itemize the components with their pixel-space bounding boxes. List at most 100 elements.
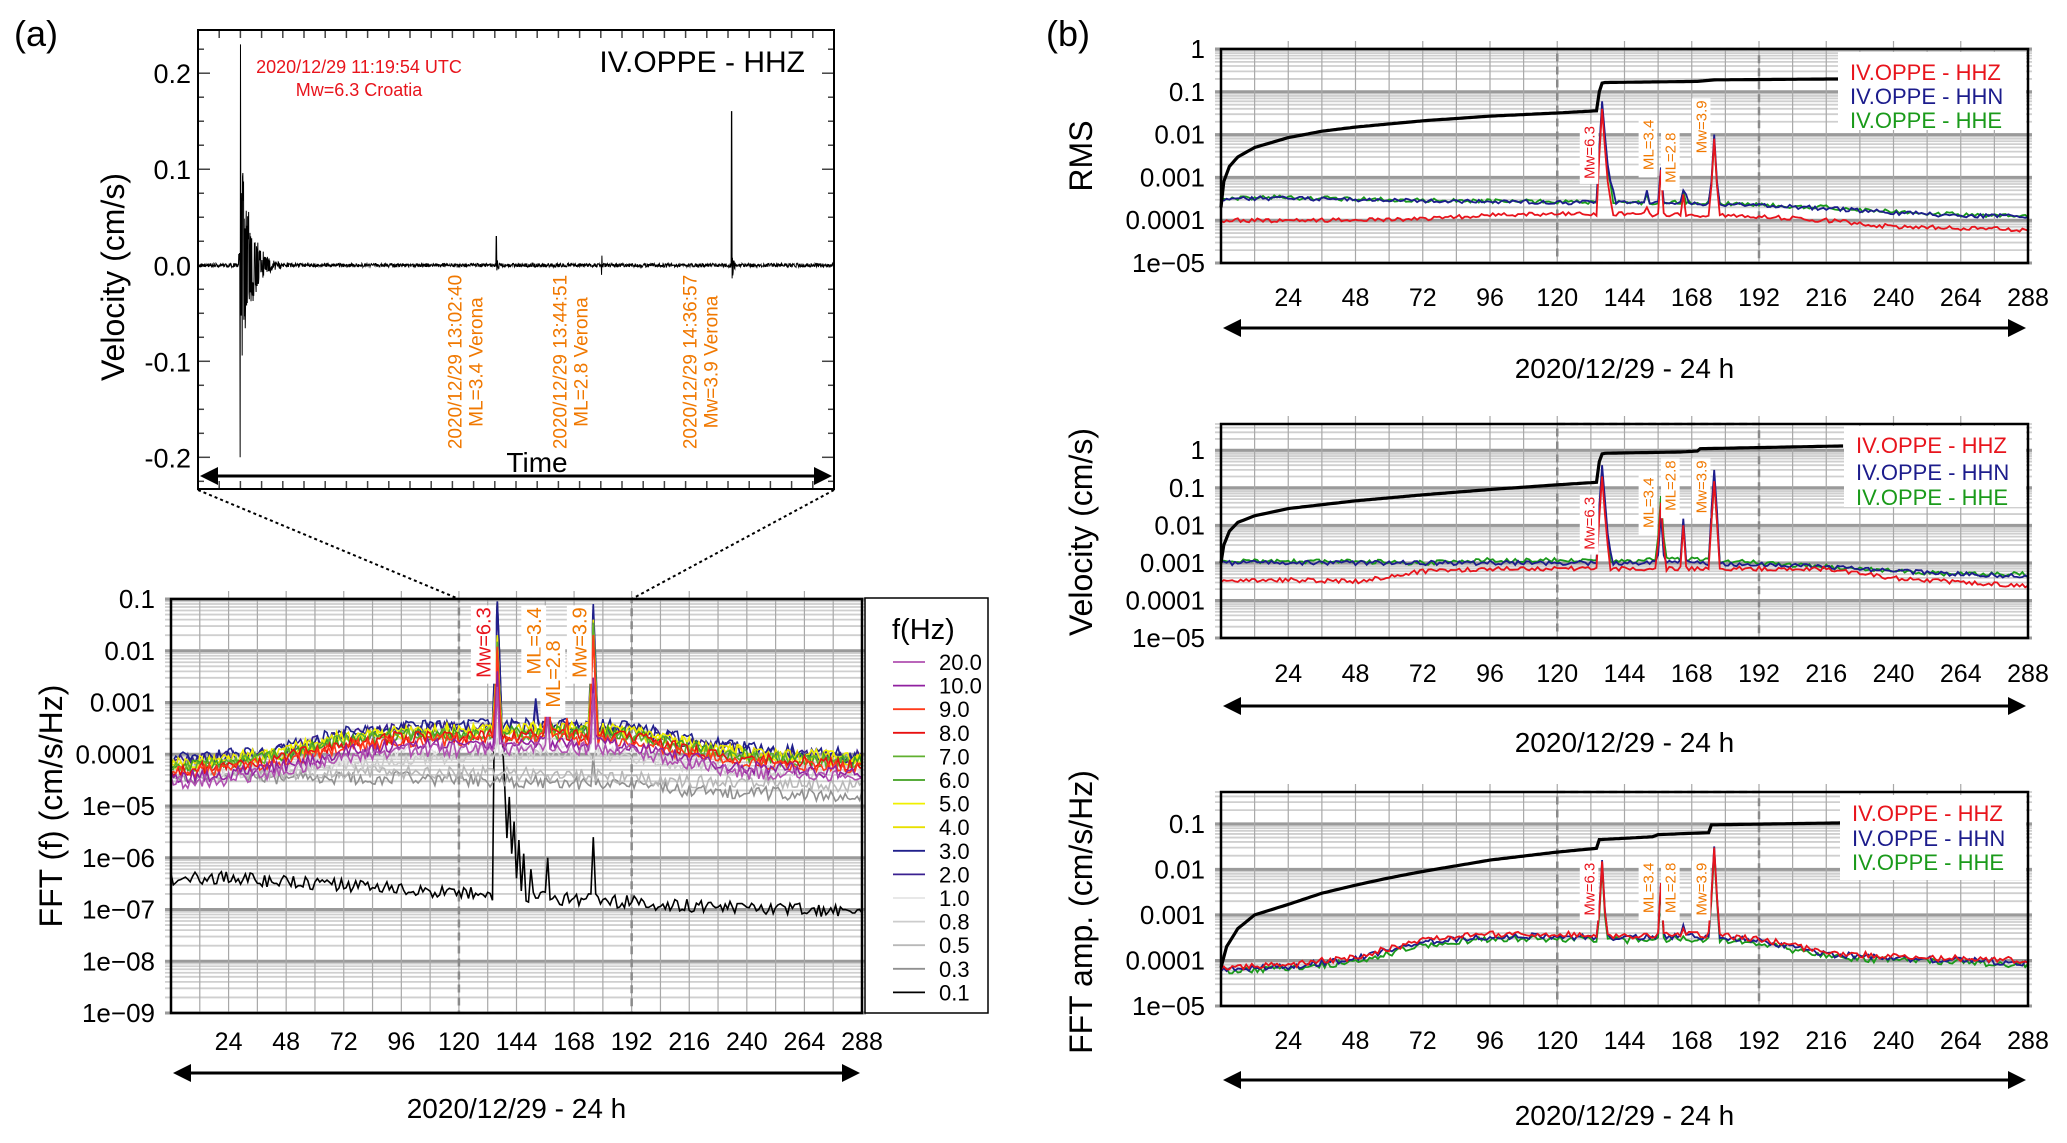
event-label: ML=2.8 Verona (572, 297, 593, 427)
legend-label: 10.0 (939, 674, 982, 699)
x-tick-label: 24 (1274, 284, 1302, 312)
series-line-IV.OPPE-HHN (1220, 101, 2029, 220)
arrow-head-right (2008, 1071, 2026, 1089)
x-tick-label: 144 (1604, 660, 1646, 688)
y-axis-label: FFT amp. (cm/s/Hz) (1063, 770, 1099, 1054)
event-label: 2020/12/29 13:44:51 (551, 275, 572, 449)
arrow-head-left (173, 1064, 191, 1082)
series-line-20.0 (170, 686, 863, 791)
x-tick-label: 48 (1342, 660, 1370, 688)
y-tick-label: -0.2 (144, 443, 191, 473)
y-tick-label: 0.001 (1140, 900, 1205, 930)
event-label: Mw=3.9 (569, 607, 591, 678)
legend-entry: IV.OPPE - HHE (1852, 850, 2004, 875)
cumulative-line (1219, 444, 1844, 564)
y-tick-label: 0.01 (1154, 510, 1205, 540)
legend-entry: IV.OPPE - HHN (1856, 460, 2009, 485)
event-label-bg (1661, 458, 1680, 519)
legend-entry: IV.OPPE - HHE (1856, 485, 2008, 510)
event-label: ML=3.4 (1640, 478, 1657, 528)
x-tick-label: 96 (1476, 660, 1504, 688)
event-label-bg (1638, 117, 1658, 178)
x-tick-label: 48 (1342, 284, 1370, 312)
x-tick-label: 96 (1476, 1027, 1504, 1055)
event-label: Mw=6.3 (1581, 126, 1598, 179)
y-tick-label: 0.01 (104, 636, 155, 666)
event-label: ML=3.4 (1640, 863, 1657, 913)
event-label: Mw=3.9 (1694, 460, 1711, 513)
y-tick-label: 0.0001 (1125, 945, 1205, 975)
x-tick-label: 216 (1805, 1027, 1847, 1055)
cumulative-line (1219, 77, 1844, 208)
legend-box (864, 597, 989, 1014)
legend-entry: IV.OPPE - HHE (1850, 108, 2002, 133)
y-tick-label: 0.1 (119, 584, 155, 614)
series-line-4.0 (170, 622, 863, 771)
event-label: Mw=3.9 Verona (702, 295, 723, 428)
event-label: Mw=6.3 (474, 607, 496, 678)
x-tick-label: 144 (496, 1028, 538, 1056)
x-tick-label: 24 (215, 1028, 243, 1056)
fft-amplitude-chart: Mw=6.3 ML=3.4 ML=2.8 Mw=3.9IV.OPPE - HHZIV.… (1063, 770, 2049, 1131)
y-tick-label: 0.2 (153, 59, 191, 89)
y-tick-label: 0.001 (90, 688, 155, 718)
event-label-bg (1661, 860, 1680, 921)
legend-label: 0.8 (939, 910, 970, 935)
x-tick-label: 192 (1738, 660, 1780, 688)
event-label: Mw=3.9 (1694, 100, 1711, 153)
event-label: ML=2.8 (1663, 460, 1680, 510)
plot-frame (197, 29, 835, 490)
plot-frame (1219, 47, 2030, 265)
x-axis-label: 2020/12/29 - 24 h (1515, 353, 1735, 384)
event-label-bg (1579, 124, 1599, 184)
x-tick-label: 216 (668, 1028, 710, 1056)
legend-label: 2.0 (939, 862, 970, 887)
y-tick-label: 1e−05 (1132, 991, 1205, 1021)
y-tick-label: 1 (1191, 34, 1205, 64)
x-tick-label: 72 (1409, 284, 1437, 312)
y-tick-label: 0.0001 (1125, 205, 1205, 235)
series-line-6.0 (170, 626, 863, 772)
y-tick-label: 1e−09 (82, 998, 155, 1028)
event-label-bg (1638, 860, 1658, 921)
time-range-arrow (1223, 1071, 2026, 1089)
legend-entry: IV.OPPE - HHN (1850, 84, 2003, 109)
y-tick-label: 1 (1191, 435, 1205, 465)
y-tick-label: 0.1 (1169, 473, 1205, 503)
y-tick-label: 0.0001 (1125, 585, 1205, 615)
event-label: ML=2.8 (543, 640, 565, 707)
x-tick-label: 216 (1805, 284, 1847, 312)
x-axis-label: 2020/12/29 - 24 h (407, 1093, 627, 1124)
legend-label: 8.0 (939, 721, 970, 746)
x-tick-label: 72 (1409, 660, 1437, 688)
x-tick-label: 288 (2007, 1027, 2049, 1055)
highlight-window (457, 597, 633, 1015)
y-tick-label: 0.01 (1154, 120, 1205, 150)
arrow-head-right (842, 1064, 860, 1082)
series-line-0.3 (170, 754, 863, 804)
x-axis-label: Time (506, 447, 567, 478)
x-tick-label: 168 (1671, 284, 1713, 312)
legend-entry: IV.OPPE - HHN (1852, 826, 2005, 851)
legend-label: 0.3 (939, 957, 970, 982)
event-label-bg (1579, 860, 1599, 921)
plot-area (198, 30, 834, 489)
y-axis-label: Velocity (cm/s) (1063, 428, 1099, 636)
x-tick-label: 24 (1274, 1027, 1302, 1055)
x-tick-label: 24 (1274, 660, 1302, 688)
frequency-legend: f(Hz) 20.010.09.08.07.06.05.04.03.02.01.0… (864, 597, 989, 1014)
legend-label: 3.0 (939, 839, 970, 864)
main-event-annotation: 2020/12/29 11:19:54 UTC (256, 57, 462, 77)
event-label-bg (1661, 130, 1680, 191)
x-tick-label: 240 (1873, 1027, 1915, 1055)
arrow-head-left (1223, 319, 1241, 337)
x-tick-label: 240 (1873, 284, 1915, 312)
x-tick-label: 288 (2007, 284, 2049, 312)
y-tick-label: 1e−06 (82, 843, 155, 873)
x-tick-label: 96 (1476, 284, 1504, 312)
main-event-magnitude: Mw=6.3 Croatia (296, 80, 424, 100)
series-line-IV.OPPE-HHN (1220, 465, 2029, 579)
x-tick-label: 120 (1536, 660, 1578, 688)
series-line-IV.OPPE-HHN (1220, 846, 2029, 973)
y-axis-label: FFT (f) (cm/s/Hz) (33, 685, 69, 928)
